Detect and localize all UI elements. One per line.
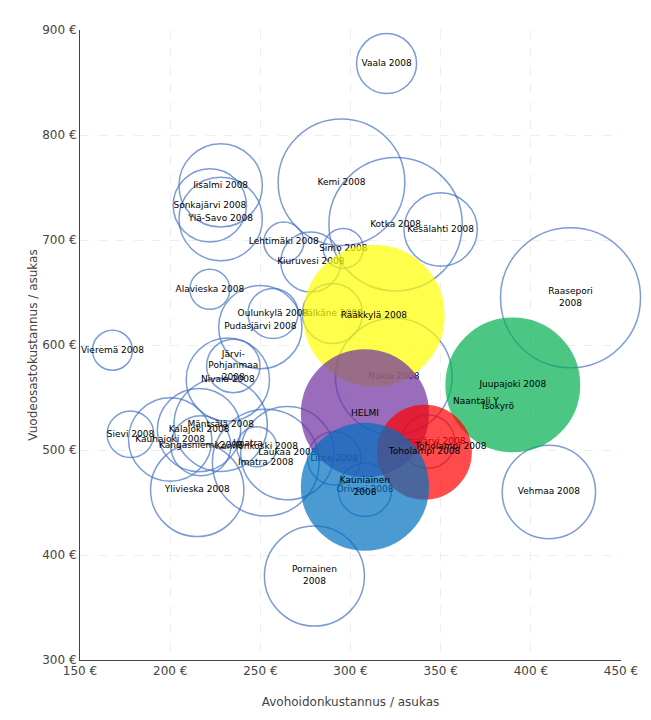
svg-text:Nokia 2008: Nokia 2008 <box>368 371 420 381</box>
svg-text:900 €: 900 € <box>42 23 76 37</box>
svg-text:Ylivieska 2008: Ylivieska 2008 <box>164 484 230 494</box>
svg-text:Isokyrö: Isokyrö <box>482 401 515 411</box>
svg-text:Järvi-Pohjanmaa2008: Järvi-Pohjanmaa2008 <box>208 349 258 382</box>
svg-text:Nivala 2008: Nivala 2008 <box>201 374 255 384</box>
svg-text:300 €: 300 € <box>42 653 76 667</box>
svg-text:Imatra: Imatra <box>233 438 263 448</box>
svg-text:Kemi 2008: Kemi 2008 <box>317 177 365 187</box>
svg-text:300 €: 300 € <box>333 664 367 678</box>
svg-text:Naantali Y: Naantali Y <box>453 396 499 406</box>
svg-text:500 €: 500 € <box>42 443 76 457</box>
svg-text:Kalajoki 2008: Kalajoki 2008 <box>169 424 230 434</box>
svg-text:Mäntsälä 2008: Mäntsälä 2008 <box>187 419 254 429</box>
svg-text:200 €: 200 € <box>153 664 187 678</box>
svg-text:Juupajoki 2008: Juupajoki 2008 <box>478 379 546 389</box>
svg-text:Vuodeosastokustannus / asukas: Vuodeosastokustannus / asukas <box>26 249 40 440</box>
svg-text:Lehtimäki 2008: Lehtimäki 2008 <box>249 236 319 246</box>
svg-text:250 €: 250 € <box>243 664 277 678</box>
svg-text:HELMI: HELMI <box>351 408 379 418</box>
svg-text:Litee 2008: Litee 2008 <box>310 453 358 463</box>
svg-text:600 €: 600 € <box>42 338 76 352</box>
svg-text:Avohoidonkustannus / asukas: Avohoidonkustannus / asukas <box>262 695 440 709</box>
svg-text:Alavieska 2008: Alavieska 2008 <box>176 284 245 294</box>
svg-text:Rääkkylä 2008: Rääkkylä 2008 <box>341 310 408 320</box>
svg-text:Kesälahti 2008: Kesälahti 2008 <box>407 224 474 234</box>
svg-text:Vieremä 2008: Vieremä 2008 <box>81 345 144 355</box>
svg-text:Raasepori2008: Raasepori2008 <box>548 286 593 308</box>
svg-text:Pudasjärvi 2008: Pudasjärvi 2008 <box>224 321 296 331</box>
svg-text:Sievi 2008: Sievi 2008 <box>107 429 155 439</box>
svg-text:Orivesi 2008: Orivesi 2008 <box>336 484 393 494</box>
svg-text:Kannonkoski 2008: Kannonkoski 2008 <box>216 441 299 451</box>
svg-text:450 €: 450 € <box>604 664 638 678</box>
svg-text:400 €: 400 € <box>514 664 548 678</box>
svg-text:Toholampi 2008: Toholampi 2008 <box>388 446 461 456</box>
svg-text:700 €: 700 € <box>42 233 76 247</box>
svg-text:Pornainen2008: Pornainen2008 <box>292 564 337 586</box>
svg-text:Vaala 2008: Vaala 2008 <box>361 58 412 68</box>
svg-text:Vehmaa 2008: Vehmaa 2008 <box>518 486 581 496</box>
svg-text:Sonkajärvi 2008: Sonkajärvi 2008 <box>173 200 246 210</box>
svg-text:Kotka 2008: Kotka 2008 <box>370 219 421 229</box>
svg-text:Imatra 2008: Imatra 2008 <box>238 457 294 467</box>
svg-text:Kangasniemi 2008: Kangasniemi 2008 <box>159 440 243 450</box>
svg-text:800 €: 800 € <box>42 128 76 142</box>
svg-text:Simo 2008: Simo 2008 <box>319 243 368 253</box>
svg-text:Kiuruvesi 2008: Kiuruvesi 2008 <box>277 256 345 266</box>
svg-text:Laukaa 2008: Laukaa 2008 <box>258 447 316 457</box>
svg-text:Iisalmi 2008: Iisalmi 2008 <box>193 180 248 190</box>
svg-text:Tohmajärvi 2008: Tohmajärvi 2008 <box>390 436 466 446</box>
svg-text:Pälkäne 2008: Pälkäne 2008 <box>302 308 363 318</box>
svg-text:Ylä-Savo 2008: Ylä-Savo 2008 <box>187 213 253 223</box>
svg-text:Oulunkylä 2008: Oulunkylä 2008 <box>238 308 309 318</box>
svg-text:Toholampi 2008: Toholampi 2008 <box>414 441 487 451</box>
svg-text:400 €: 400 € <box>42 548 76 562</box>
svg-text:Kauhajoki 2008: Kauhajoki 2008 <box>135 434 205 444</box>
svg-text:Kauniainen2008: Kauniainen2008 <box>340 475 390 497</box>
svg-text:350 €: 350 € <box>423 664 457 678</box>
svg-text:150 €: 150 € <box>63 664 97 678</box>
